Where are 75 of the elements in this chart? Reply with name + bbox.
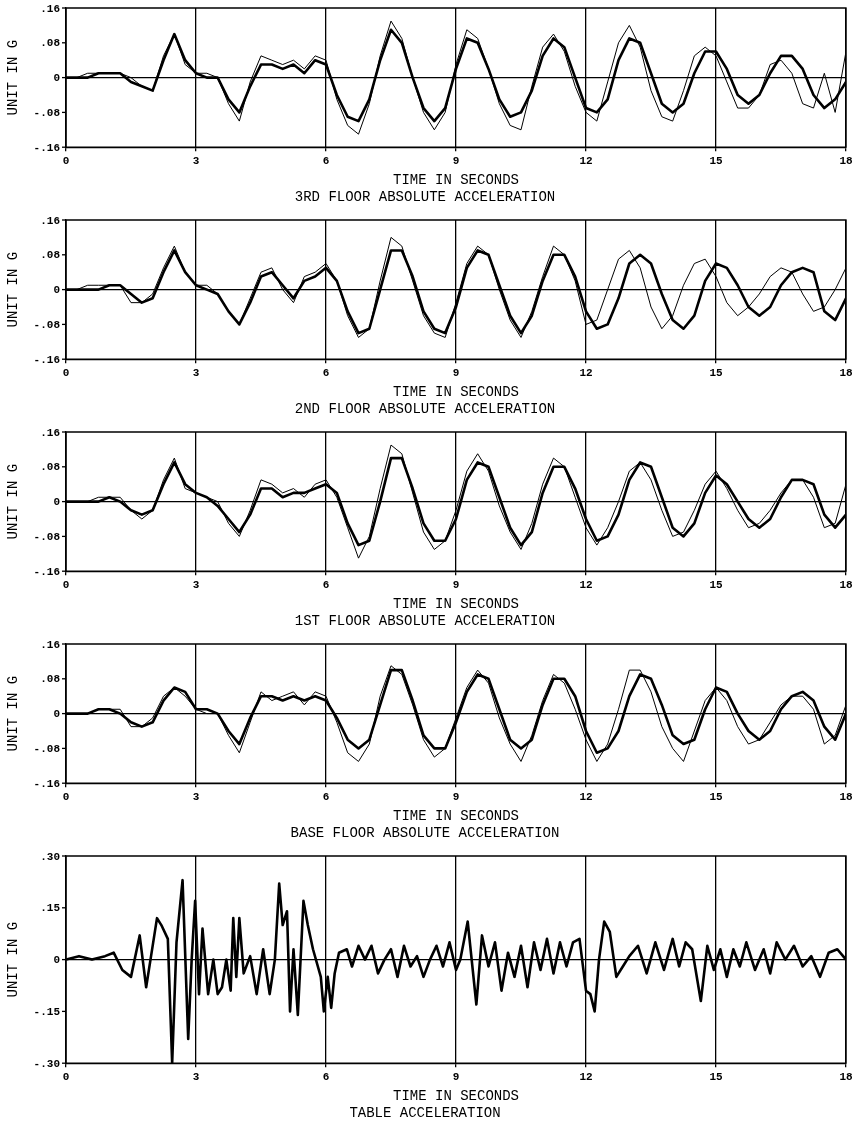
x-tick-label: 15 [709,154,723,167]
x-tick-label: 9 [452,366,460,379]
x-tick-label: 0 [62,366,70,379]
y-tick-label: .08 [40,673,61,686]
y-tick-label: .16 [40,638,60,651]
x-tick-label: 9 [452,578,460,591]
y-tick-label: -.16 [33,777,60,790]
x-tick-label: 12 [579,578,593,591]
x-axis-title: TIME IN SECONDS [392,171,520,188]
x-tick-label: 6 [322,1070,330,1083]
y-tick-label: .15 [40,902,61,915]
x-tick-label: 15 [709,366,723,379]
x-tick-label: 18 [839,1070,853,1083]
text: 2ND FLOOR ABSOLUTE ACCELERATION [294,401,556,418]
y-tick-label: .08 [40,37,61,50]
x-tick-label: 18 [839,154,853,167]
x-tick-label: 0 [62,1070,70,1083]
y-axis-title: UNIT IN G [5,675,22,752]
x-tick-label: 18 [839,366,853,379]
y-tick-label: 0 [53,954,60,967]
y-tick-label: 0 [53,708,60,721]
y-tick-label: .16 [40,426,60,439]
x-tick-label: 6 [322,154,330,167]
y-tick-label: -.30 [33,1057,60,1070]
y-tick-label: .08 [40,249,61,262]
x-axis-title: TIME IN SECONDS [392,595,520,612]
x-tick-label: 6 [322,790,330,803]
x-axis-title: TIME IN SECONDS [392,807,520,824]
x-tick-label: 12 [579,790,593,803]
y-tick-label: .30 [40,850,60,863]
x-tick-label: 3 [192,1070,200,1083]
text: BASE FLOOR ABSOLUTE ACCELERATION [290,825,560,842]
y-tick-label: 0 [53,284,60,297]
x-tick-label: 6 [322,366,330,379]
y-tick-label: 0 [53,72,60,85]
y-axis-title: UNIT IN G [5,39,22,116]
text: 1ST FLOOR ABSOLUTE ACCELERATION [294,613,556,630]
x-tick-label: 0 [62,154,70,167]
x-tick-label: 15 [709,1070,723,1083]
x-tick-label: 12 [579,1070,593,1083]
y-tick-label: 0 [53,496,60,509]
y-axis-title: UNIT IN G [5,921,22,998]
y-axis-title: UNIT IN G [5,251,22,328]
x-tick-label: 6 [322,578,330,591]
y-tick-label: -.08 [33,530,61,543]
x-tick-label: 9 [452,790,460,803]
y-tick-label: -.16 [33,353,60,366]
x-tick-label: 15 [709,578,723,591]
x-tick-label: 15 [709,790,723,803]
y-tick-label: -.08 [33,318,61,331]
x-tick-label: 18 [839,790,853,803]
y-tick-label: .08 [40,461,61,474]
x-tick-label: 12 [579,154,593,167]
x-tick-label: 9 [452,1070,460,1083]
text: TABLE ACCELERATION [349,1105,501,1122]
x-tick-label: 0 [62,578,70,591]
x-tick-label: 3 [192,578,200,591]
x-tick-label: 3 [192,154,200,167]
y-tick-label: .16 [40,214,60,227]
text: 3RD FLOOR ABSOLUTE ACCELERATION [294,189,556,206]
x-tick-label: 18 [839,578,853,591]
x-tick-label: 9 [452,154,460,167]
x-tick-label: 3 [192,366,200,379]
x-axis-title: TIME IN SECONDS [392,383,520,400]
y-axis-title: UNIT IN G [5,463,22,540]
y-tick-label: .16 [40,2,60,15]
y-tick-label: -.08 [33,742,61,755]
y-tick-label: -.15 [33,1005,61,1018]
y-tick-label: -.16 [33,141,60,154]
x-axis-title: TIME IN SECONDS [392,1087,520,1104]
y-tick-label: -.08 [33,106,61,119]
x-tick-label: 0 [62,790,70,803]
x-tick-label: 12 [579,366,593,379]
y-tick-label: -.16 [33,565,60,578]
x-tick-label: 3 [192,790,200,803]
